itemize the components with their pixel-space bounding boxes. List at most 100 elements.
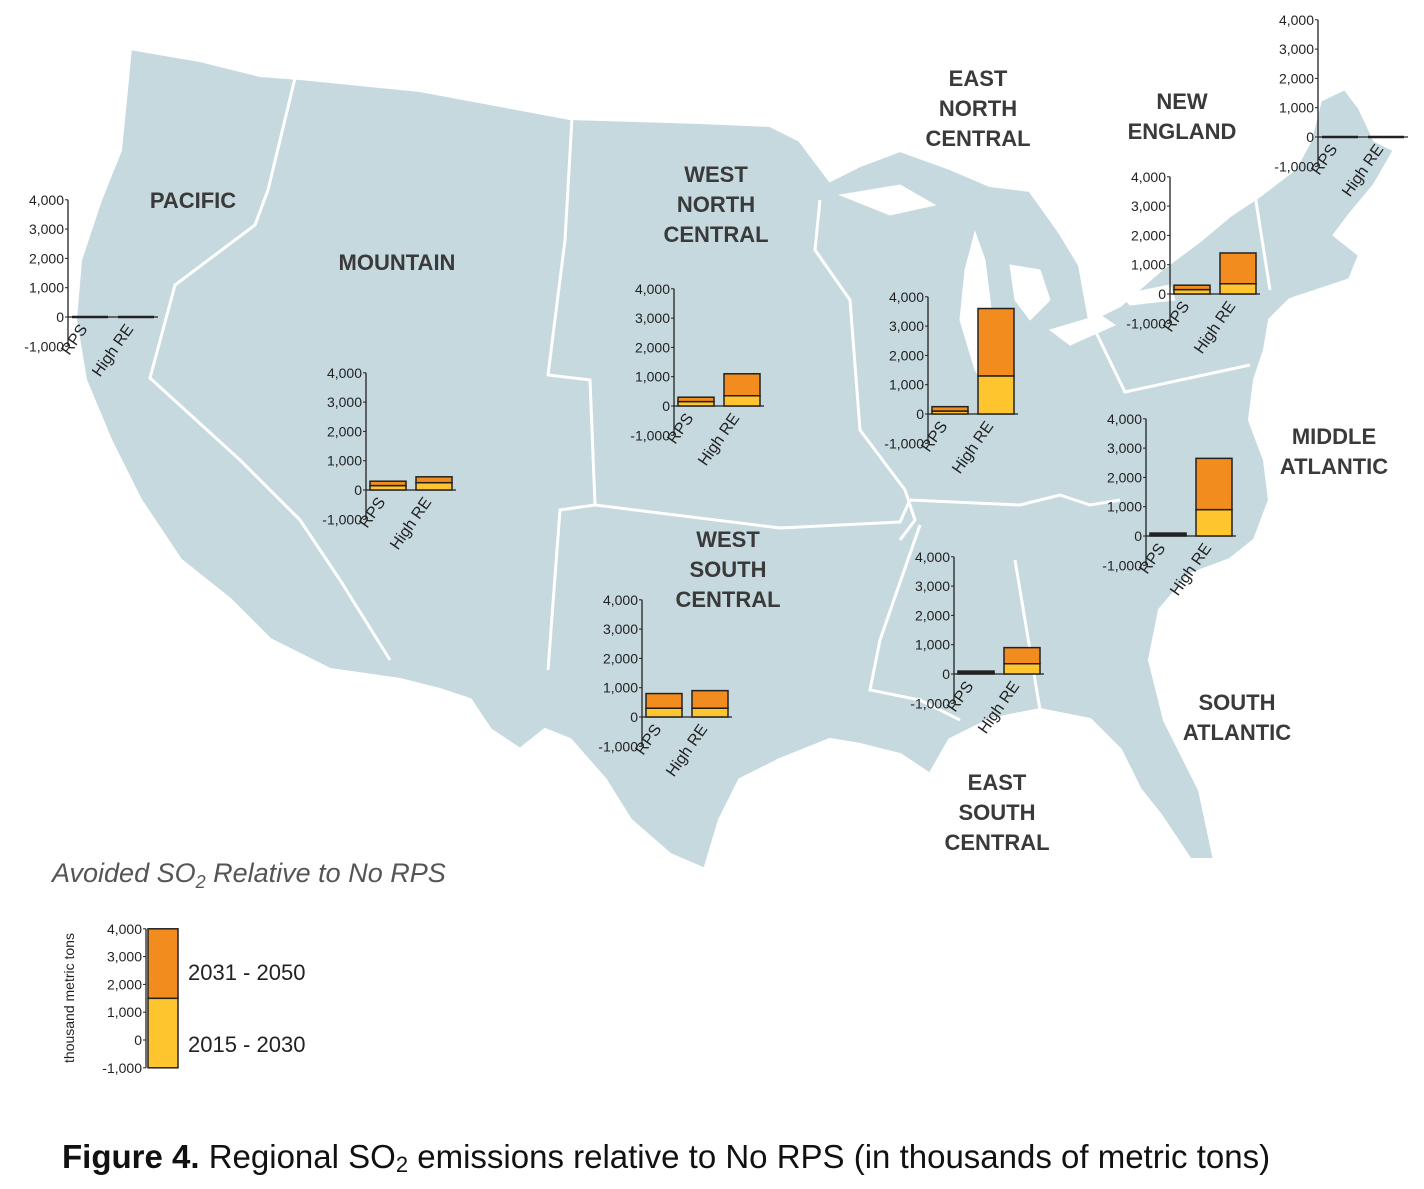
legend-y-tick-label: 0 [134, 1032, 142, 1048]
legend-swatch-2015-2030 [147, 997, 179, 1069]
legend-y-tick-label: 3,000 [107, 949, 142, 965]
y-tick-label: 1,000 [603, 680, 638, 696]
bar-segment-2031-2050 [957, 670, 995, 674]
y-tick-label: 4,000 [1131, 169, 1166, 185]
y-tick-label: 1,000 [889, 377, 924, 393]
region-label-middle-atlantic: MIDDLE ATLANTIC [1280, 424, 1388, 479]
bar-segment-2031-2050 [369, 480, 407, 487]
bar-segment-2031-2050 [1173, 284, 1211, 291]
y-tick-label: 0 [630, 709, 638, 725]
y-tick-label: 3,000 [1131, 198, 1166, 214]
y-tick-label: -1,000 [24, 338, 64, 354]
y-tick-label: 2,000 [889, 347, 924, 363]
figure-caption: Figure 4. Regional SO2 emissions relativ… [62, 1138, 1422, 1178]
y-tick-label: 4,000 [603, 592, 638, 608]
y-tick-label: 3,000 [889, 318, 924, 334]
y-tick-label: 1,000 [29, 280, 64, 296]
legend-swatch-2031-2050 [147, 928, 179, 1000]
bar-segment-2031-2050 [677, 396, 715, 403]
region-label-south-atlantic: SOUTH ATLANTIC [1183, 690, 1291, 745]
y-tick-label: -1,000 [322, 511, 362, 527]
y-tick-label: 0 [1134, 528, 1142, 544]
y-tick-label: 4,000 [29, 192, 64, 208]
y-tick-label: 4,000 [635, 281, 670, 297]
region-label-new-england: NEW ENGLAND [1128, 89, 1237, 144]
y-tick-label: 2,000 [1131, 227, 1166, 243]
y-tick-label: 2,000 [327, 423, 362, 439]
y-tick-label: 1,000 [1279, 100, 1314, 116]
legend-y-tick-label: 4,000 [107, 921, 142, 937]
y-tick-label: 3,000 [327, 394, 362, 410]
y-tick-label: 2,000 [603, 650, 638, 666]
bar-segment-2015-2030 [645, 707, 683, 718]
y-tick-label: 0 [354, 482, 362, 498]
y-tick-label: 1,000 [327, 453, 362, 469]
region-label-mountain: MOUNTAIN [339, 250, 456, 275]
y-tick-label: -1,000 [1102, 557, 1142, 573]
y-tick-label: 4,000 [889, 289, 924, 305]
region-label-east-north-central: EAST NORTH CENTRAL [925, 66, 1030, 151]
y-tick-label: -1,000 [910, 695, 950, 711]
caption-subscript: 2 [395, 1152, 409, 1177]
caption-figure-number: Figure 4. [62, 1138, 200, 1175]
y-tick-label: 4,000 [327, 365, 362, 381]
bar-segment-2015-2030 [691, 707, 729, 718]
bar-segment-2031-2050 [1219, 252, 1257, 285]
y-tick-label: 1,000 [1131, 257, 1166, 273]
legend-axis-label: thousand metric tons [61, 933, 77, 1063]
bar-segment-2031-2050 [415, 476, 453, 484]
y-tick-label: 4,000 [915, 549, 950, 565]
y-tick-label: 3,000 [635, 310, 670, 326]
y-tick-label: -1,000 [1274, 158, 1314, 174]
legend-y-tick-label: 1,000 [107, 1004, 142, 1020]
bar-segment-2031-2050 [691, 689, 729, 709]
y-tick-label: 0 [942, 666, 950, 682]
region-labels: PACIFIC MOUNTAIN WEST NORTH CENTRAL EAST NORTH… [150, 66, 1388, 855]
y-tick-label: 0 [662, 398, 670, 414]
bar-segment-2031-2050 [645, 692, 683, 709]
y-tick-label: 3,000 [603, 621, 638, 637]
bar-segment-2015-2030 [415, 481, 453, 491]
bar-segment-2015-2030 [723, 394, 761, 407]
bar-segment-2015-2030 [1195, 508, 1233, 537]
legend-label-2031-2050: 2031 - 2050 [188, 960, 305, 985]
y-tick-label: 0 [56, 309, 64, 325]
region-label-west-south-central: WEST SOUTH CENTRAL [675, 527, 780, 612]
y-tick-label: -1,000 [630, 427, 670, 443]
legend-y-tick-label: -1,000 [102, 1060, 142, 1076]
y-tick-label: 0 [916, 406, 924, 422]
legend-y-tick-label: 2,000 [107, 976, 142, 992]
bar-segment-2031-2050 [977, 307, 1015, 377]
y-tick-label: 4,000 [1279, 12, 1314, 28]
region-label-west-north-central: WEST NORTH CENTRAL [663, 162, 768, 247]
region-label-east-south-central: EAST SOUTH CENTRAL [944, 770, 1049, 855]
bar-segment-2031-2050 [1195, 457, 1233, 511]
y-tick-label: 4,000 [1107, 411, 1142, 427]
caption-text-after: emissions relative to No RPS (in thousan… [408, 1138, 1271, 1175]
y-tick-label: -1,000 [884, 435, 924, 451]
y-tick-label: 2,000 [635, 339, 670, 355]
y-tick-label: -1,000 [598, 738, 638, 754]
caption-text-before: Regional SO [199, 1138, 396, 1175]
legend-label-2015-2030: 2015 - 2030 [188, 1032, 305, 1057]
bar-segment-2031-2050 [931, 405, 969, 412]
y-tick-label: 0 [1158, 286, 1166, 302]
bar-segment-2015-2030 [1003, 662, 1041, 675]
bar-segment-2015-2030 [977, 375, 1015, 415]
y-tick-label: -1,000 [1126, 315, 1166, 331]
region-label-pacific: PACIFIC [150, 188, 236, 213]
legend: Avoided SO2 Relative to No RPS thousand m… [50, 858, 446, 1076]
region-borders [148, 77, 1272, 722]
y-tick-label: 2,000 [1279, 70, 1314, 86]
bar-segment-2031-2050 [723, 373, 761, 397]
legend-title: Avoided SO2 Relative to No RPS [50, 858, 446, 892]
y-tick-label: 1,000 [635, 369, 670, 385]
bar-segment-2031-2050 [1003, 646, 1041, 665]
bar-segment-2015-2030 [1219, 282, 1257, 295]
y-tick-label: 2,000 [1107, 469, 1142, 485]
y-tick-label: 2,000 [915, 607, 950, 623]
y-tick-label: 3,000 [29, 221, 64, 237]
bar-segment-2031-2050 [1149, 532, 1187, 536]
y-tick-label: 1,000 [915, 637, 950, 653]
